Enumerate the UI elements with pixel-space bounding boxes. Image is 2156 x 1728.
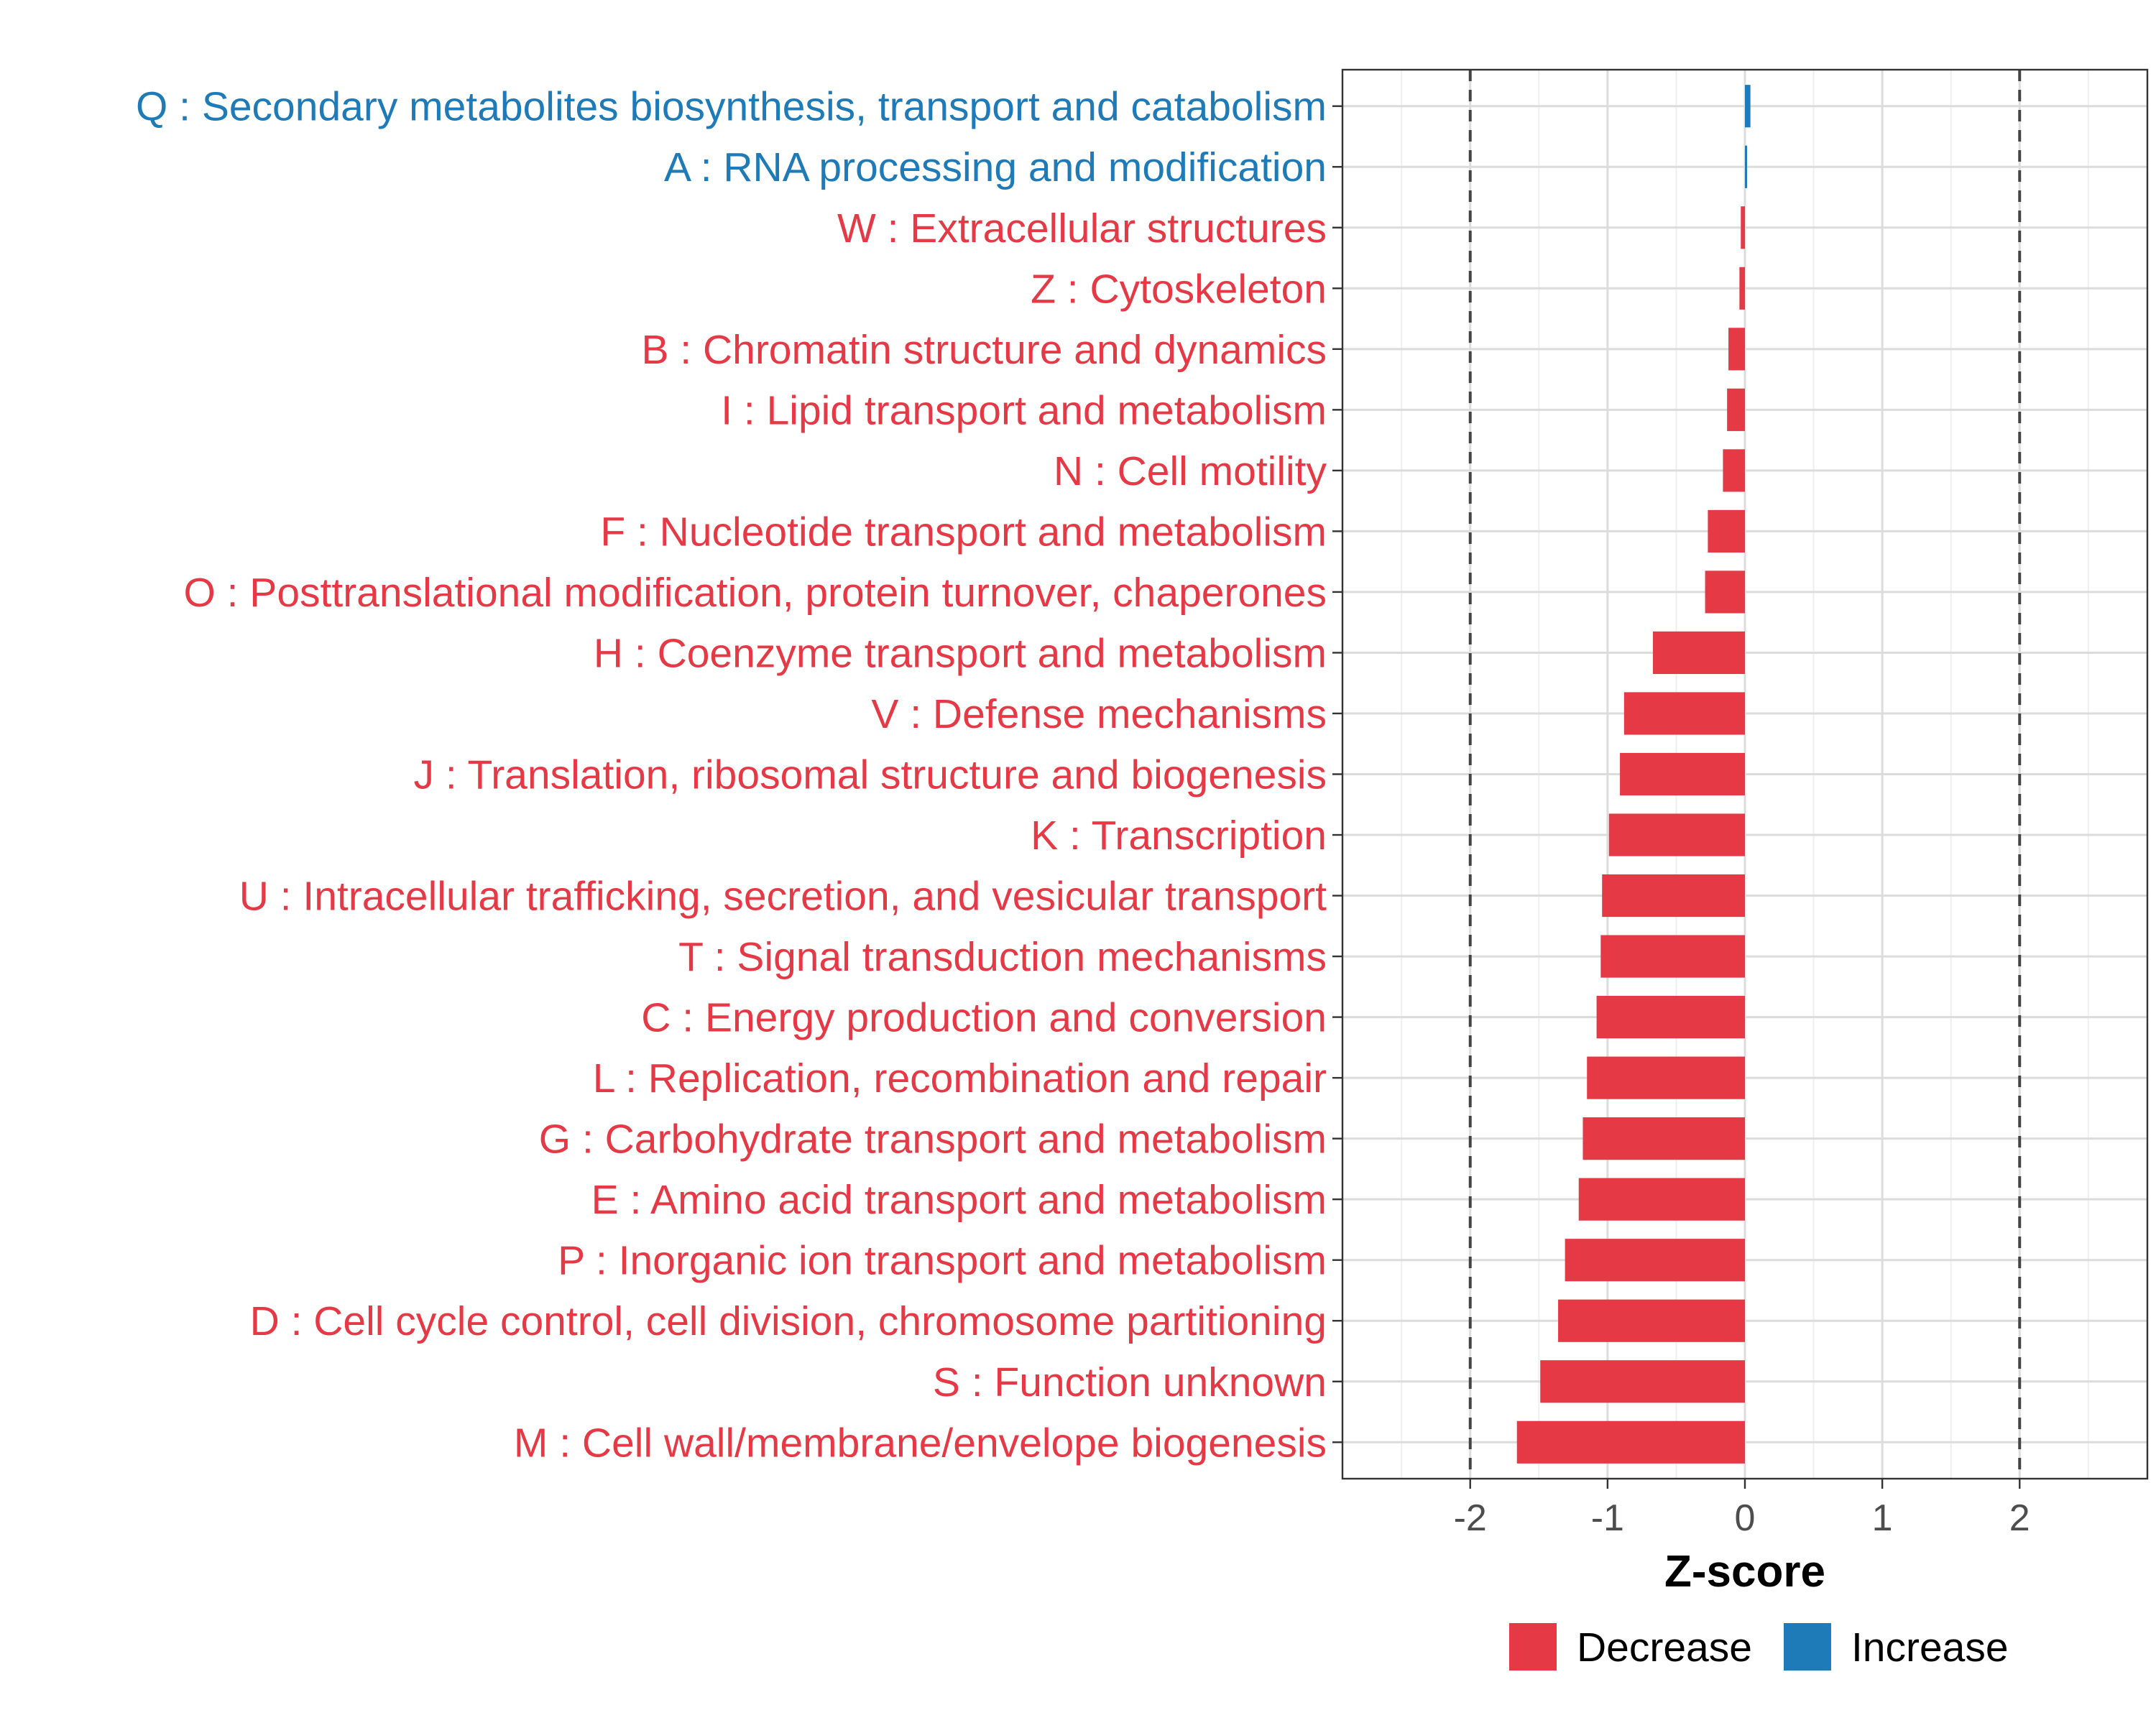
category-label: O : Posttranslational modification, prot… xyxy=(183,570,1327,616)
category-label: Z : Cytoskeleton xyxy=(1031,266,1327,312)
bar xyxy=(1540,1360,1745,1403)
category-label: F : Nucleotide transport and metabolism xyxy=(600,509,1327,555)
bar xyxy=(1739,267,1745,310)
category-label: U : Intracellular trafficking, secretion… xyxy=(239,874,1327,920)
x-axis-title: Z-score xyxy=(1664,1547,1825,1597)
category-label: A : RNA processing and modification xyxy=(664,144,1327,190)
category-label: M : Cell wall/membrane/envelope biogenes… xyxy=(514,1420,1327,1466)
bar xyxy=(1728,328,1745,371)
bar xyxy=(1565,1239,1745,1282)
y-axis-labels: Q : Secondary metabolites biosynthesis, … xyxy=(136,84,1327,1466)
bar xyxy=(1623,692,1745,735)
reference-lines xyxy=(1468,70,2022,1479)
bar xyxy=(1708,509,1745,553)
bar xyxy=(1745,145,1747,188)
category-label: B : Chromatin structure and dynamics xyxy=(641,327,1327,373)
x-axis-tick-labels: -2 -1 0 1 2 xyxy=(1454,1497,2030,1539)
category-label: D : Cell cycle control, cell division, c… xyxy=(250,1298,1327,1344)
x-tick-label: 2 xyxy=(2009,1497,2030,1539)
x-tick-label: 1 xyxy=(1872,1497,1893,1539)
bar xyxy=(1602,874,1745,918)
bar xyxy=(1600,935,1745,978)
legend: Decrease Increase xyxy=(1509,1623,2009,1671)
bar xyxy=(1705,570,1745,614)
bars xyxy=(1516,85,1751,1464)
category-label: Q : Secondary metabolites biosynthesis, … xyxy=(136,84,1327,130)
bar xyxy=(1620,752,1745,796)
bar xyxy=(1558,1299,1745,1342)
category-label: T : Signal transduction mechanisms xyxy=(678,934,1327,980)
category-label: H : Coenzyme transport and metabolism xyxy=(594,630,1327,676)
category-label: V : Defense mechanisms xyxy=(871,691,1327,737)
bar xyxy=(1741,206,1745,249)
category-label: E : Amino acid transport and metabolism xyxy=(591,1177,1327,1223)
bar xyxy=(1583,1117,1745,1160)
category-label: I : Lipid transport and metabolism xyxy=(721,387,1327,433)
category-label: J : Translation, ribosomal structure and… xyxy=(414,752,1327,798)
legend-swatch xyxy=(1509,1623,1557,1671)
legend-label: Decrease xyxy=(1577,1625,1752,1671)
legend-label: Increase xyxy=(1851,1625,2009,1671)
x-tick-label: -2 xyxy=(1454,1497,1487,1539)
category-label: G : Carbohydrate transport and metabolis… xyxy=(539,1117,1327,1163)
y-axis-ticks xyxy=(1332,105,1342,1443)
x-tick-label: -1 xyxy=(1591,1497,1624,1539)
x-axis-ticks xyxy=(1469,1479,2021,1489)
bar xyxy=(1516,1420,1745,1464)
bar xyxy=(1727,388,1745,431)
legend-swatch xyxy=(1783,1623,1831,1671)
bar xyxy=(1608,813,1745,856)
category-label: W : Extracellular structures xyxy=(837,205,1327,251)
bar xyxy=(1745,85,1751,128)
category-label: N : Cell motility xyxy=(1054,448,1327,494)
bar xyxy=(1587,1056,1745,1099)
category-label: C : Energy production and conversion xyxy=(641,995,1327,1041)
category-label: K : Transcription xyxy=(1031,813,1327,859)
category-label: S : Function unknown xyxy=(933,1359,1327,1405)
category-label: L : Replication, recombination and repai… xyxy=(593,1055,1327,1101)
bar xyxy=(1578,1178,1745,1221)
bar xyxy=(1652,631,1745,675)
bar xyxy=(1723,449,1745,492)
bar xyxy=(1596,996,1745,1039)
category-label: P : Inorganic ion transport and metaboli… xyxy=(558,1238,1327,1284)
x-tick-label: 0 xyxy=(1735,1497,1756,1539)
